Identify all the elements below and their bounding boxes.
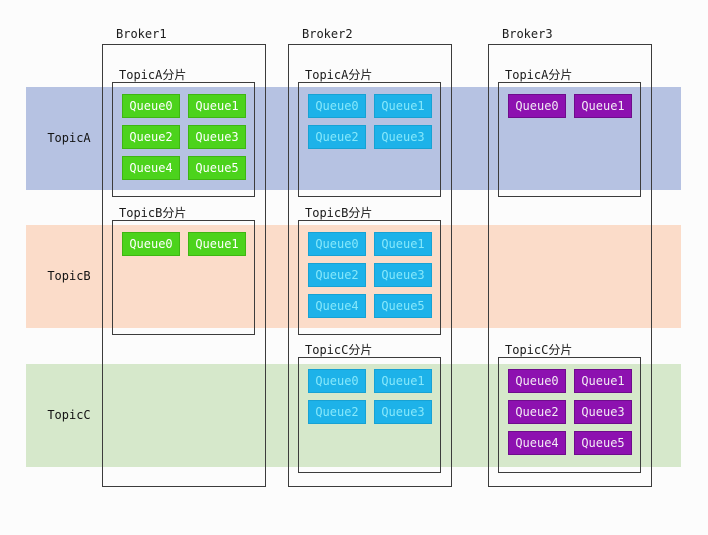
broker1-topic-a-shard-title: TopicA分片: [119, 68, 187, 82]
broker1-topic-a-queues: Queue0 Queue1 Queue2 Queue3 Queue4 Queue…: [113, 83, 254, 180]
queue-chip: Queue2: [508, 400, 566, 424]
broker2-topic-a-shard-title: TopicA分片: [305, 68, 373, 82]
queue-chip: Queue1: [188, 232, 246, 256]
broker2-topic-b-shard-title: TopicB分片: [305, 206, 373, 220]
broker3-topic-c-shard-box: TopicC分片 Queue0 Queue1 Queue2 Queue3 Que…: [498, 343, 641, 473]
broker2-topic-a-shard-box: TopicA分片 Queue0 Queue1 Queue2 Queue3: [298, 68, 441, 197]
broker1-topic-a-shard-box: TopicA分片 Queue0 Queue1 Queue2 Queue3 Que…: [112, 68, 255, 197]
broker3-topic-a-shard-title: TopicA分片: [505, 68, 573, 82]
queue-chip: Queue1: [374, 369, 432, 393]
queue-chip: Queue2: [308, 263, 366, 287]
broker3-topic-c-shard-title: TopicC分片: [505, 343, 573, 357]
queue-chip: Queue0: [122, 232, 180, 256]
broker3-label: Broker3: [502, 27, 553, 41]
broker1-topic-b-shard-title: TopicB分片: [119, 206, 187, 220]
broker3-box: Broker3 TopicA分片 Queue0 Queue1 TopicC分片 …: [488, 27, 652, 487]
queue-chip: Queue0: [508, 94, 566, 118]
broker3-topic-c-queues: Queue0 Queue1 Queue2 Queue3 Queue4 Queue…: [499, 358, 640, 455]
queue-chip: Queue3: [374, 400, 432, 424]
queue-chip: Queue2: [308, 125, 366, 149]
broker2-topic-b-shard-box: TopicB分片 Queue0 Queue1 Queue2 Queue3 Que…: [298, 206, 441, 335]
queue-chip: Queue0: [508, 369, 566, 393]
broker2-box: Broker2 TopicA分片 Queue0 Queue1 Queue2 Qu…: [288, 27, 452, 487]
queue-chip: Queue1: [374, 232, 432, 256]
queue-chip: Queue0: [122, 94, 180, 118]
topic-label-b: TopicB: [47, 269, 91, 283]
queue-chip: Queue1: [574, 369, 632, 393]
queue-chip: Queue3: [188, 125, 246, 149]
broker1-topic-b-queues: Queue0 Queue1: [113, 221, 254, 256]
broker2-label: Broker2: [302, 27, 353, 41]
queue-chip: Queue3: [374, 263, 432, 287]
queue-chip: Queue2: [122, 125, 180, 149]
topic-label-c: TopicC: [47, 408, 91, 422]
broker2-topic-c-shard-title: TopicC分片: [305, 343, 373, 357]
broker1-box: Broker1 TopicA分片 Queue0 Queue1 Queue2 Qu…: [102, 27, 266, 487]
broker2-topic-b-queues: Queue0 Queue1 Queue2 Queue3 Queue4 Queue…: [299, 221, 440, 318]
topic-label-a: TopicA: [47, 131, 91, 145]
queue-chip: Queue2: [308, 400, 366, 424]
broker1-label: Broker1: [116, 27, 167, 41]
queue-chip: Queue4: [308, 294, 366, 318]
queue-chip: Queue0: [308, 94, 366, 118]
broker3-topic-a-shard-box: TopicA分片 Queue0 Queue1: [498, 68, 641, 197]
queue-chip: Queue0: [308, 369, 366, 393]
broker2-topic-a-queues: Queue0 Queue1 Queue2 Queue3: [299, 83, 440, 149]
broker1-topic-b-shard-box: TopicB分片 Queue0 Queue1: [112, 206, 255, 335]
queue-chip: Queue0: [308, 232, 366, 256]
queue-chip: Queue3: [574, 400, 632, 424]
queue-chip: Queue1: [374, 94, 432, 118]
queue-chip: Queue1: [574, 94, 632, 118]
broker3-topic-a-queues: Queue0 Queue1: [499, 83, 640, 118]
queue-chip: Queue5: [574, 431, 632, 455]
queue-chip: Queue4: [122, 156, 180, 180]
queue-chip: Queue3: [374, 125, 432, 149]
queue-chip: Queue5: [188, 156, 246, 180]
queue-chip: Queue5: [374, 294, 432, 318]
queue-chip: Queue1: [188, 94, 246, 118]
queue-chip: Queue4: [508, 431, 566, 455]
broker2-topic-c-queues: Queue0 Queue1 Queue2 Queue3: [299, 358, 440, 424]
broker2-topic-c-shard-box: TopicC分片 Queue0 Queue1 Queue2 Queue3: [298, 343, 441, 473]
